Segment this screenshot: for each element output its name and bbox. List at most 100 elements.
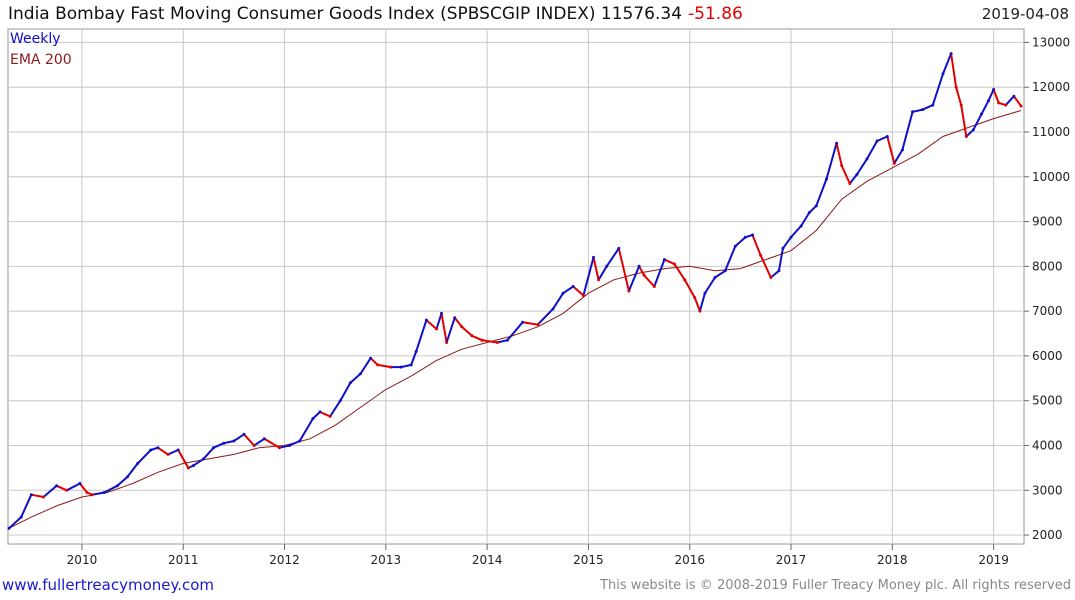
y-tick-label: 8000 bbox=[1032, 259, 1063, 273]
weekly-price-segment bbox=[177, 449, 190, 469]
weekly-price-segment bbox=[782, 236, 792, 249]
weekly-price-point bbox=[288, 444, 292, 447]
weekly-price-point bbox=[997, 101, 1001, 105]
weekly-price-segment bbox=[349, 373, 362, 384]
x-tick-label: 2019 bbox=[978, 553, 1009, 567]
weekly-price-point bbox=[892, 161, 896, 165]
weekly-price-point bbox=[848, 182, 852, 185]
weekly-price-point bbox=[617, 246, 621, 250]
weekly-price-segment bbox=[202, 447, 215, 460]
weekly-price-point bbox=[102, 491, 106, 494]
weekly-price-point bbox=[799, 224, 803, 228]
weekly-price-point bbox=[954, 85, 958, 89]
weekly-price-segment bbox=[663, 258, 675, 266]
weekly-price-segment bbox=[552, 292, 564, 310]
weekly-price-point bbox=[338, 399, 342, 403]
weekly-price-point bbox=[835, 141, 839, 145]
weekly-price-point bbox=[409, 363, 413, 367]
weekly-price-segment bbox=[800, 212, 811, 227]
weekly-price-segment bbox=[922, 104, 934, 111]
weekly-price-point bbox=[921, 108, 925, 112]
weekly-price-point bbox=[875, 139, 879, 143]
weekly-price-point bbox=[662, 258, 666, 262]
weekly-price-segment bbox=[790, 225, 802, 238]
weekly-price-point bbox=[751, 233, 754, 237]
weekly-price-segment bbox=[759, 254, 772, 278]
title-text: India Bombay Fast Moving Consumer Goods … bbox=[8, 4, 683, 24]
weekly-price-point bbox=[369, 356, 373, 360]
y-tick-label: 9000 bbox=[1032, 215, 1063, 229]
weekly-price-segment bbox=[582, 257, 595, 296]
weekly-price-segment bbox=[522, 321, 538, 326]
weekly-price-segment bbox=[461, 326, 473, 337]
weekly-price-segment bbox=[980, 100, 990, 115]
weekly-price-point bbox=[825, 177, 828, 181]
weekly-price-segment bbox=[289, 440, 301, 447]
y-tick-label: 6000 bbox=[1032, 349, 1063, 363]
chart-title: India Bombay Fast Moving Consumer Goods … bbox=[8, 4, 743, 24]
weekly-price-segment bbox=[192, 458, 205, 467]
weekly-price-point bbox=[1019, 104, 1023, 108]
weekly-price-segment bbox=[42, 485, 58, 498]
axis-layer: 2000 3000 4000 5000 6000 7000 8000 9000 10000 110… bbox=[67, 35, 1071, 567]
weekly-price-point bbox=[911, 110, 915, 114]
weekly-price-segment bbox=[377, 363, 392, 369]
footer-website-link[interactable]: www.fullertreacymoney.com bbox=[2, 576, 215, 594]
weekly-price-segment bbox=[253, 437, 265, 447]
weekly-price-point bbox=[987, 99, 990, 103]
weekly-price-segment bbox=[369, 357, 379, 366]
weekly-price-segment bbox=[638, 265, 645, 276]
weekly-price-segment bbox=[617, 248, 630, 292]
weekly-price-point bbox=[376, 363, 380, 367]
weekly-price-segment bbox=[942, 53, 953, 75]
weekly-price-point bbox=[683, 278, 687, 282]
weekly-price-point bbox=[414, 349, 418, 353]
weekly-price-point bbox=[777, 269, 781, 273]
weekly-price-point bbox=[652, 285, 656, 288]
weekly-price-segment bbox=[312, 411, 321, 420]
ema-200-line bbox=[8, 110, 1022, 529]
x-tick-label: 2017 bbox=[776, 553, 807, 567]
weekly-price-segment bbox=[960, 104, 968, 137]
weekly-price-segment bbox=[1013, 95, 1022, 107]
weekly-price-point bbox=[597, 278, 601, 282]
series-layer bbox=[7, 52, 1023, 530]
weekly-price-point bbox=[865, 157, 869, 161]
weekly-price-point bbox=[278, 446, 281, 450]
weekly-price-point bbox=[637, 264, 641, 268]
weekly-price-point bbox=[959, 103, 963, 107]
weekly-price-segment bbox=[445, 317, 456, 343]
weekly-price-point bbox=[186, 466, 190, 470]
weekly-price-segment bbox=[103, 484, 118, 494]
weekly-price-point bbox=[592, 255, 595, 259]
weekly-price-segment bbox=[704, 276, 716, 294]
weekly-price-segment bbox=[319, 410, 331, 418]
weekly-price-segment bbox=[724, 245, 737, 272]
weekly-price-segment bbox=[849, 173, 858, 185]
weekly-price-segment bbox=[876, 135, 888, 142]
weekly-price-point bbox=[536, 323, 540, 327]
weekly-price-point bbox=[7, 526, 11, 530]
weekly-price-point bbox=[424, 318, 428, 322]
weekly-price-point bbox=[900, 148, 904, 152]
weekly-price-point bbox=[1004, 103, 1008, 107]
y-tick-label: 5000 bbox=[1032, 394, 1063, 408]
weekly-price-segment bbox=[886, 136, 896, 164]
x-tick-label: 2012 bbox=[269, 553, 300, 567]
weekly-price-point bbox=[470, 334, 474, 338]
weekly-price-segment bbox=[213, 442, 225, 449]
weekly-price-segment bbox=[698, 292, 706, 312]
weekly-price-segment bbox=[955, 86, 963, 106]
x-tick-label: 2013 bbox=[371, 553, 402, 567]
weekly-price-segment bbox=[605, 247, 620, 267]
weekly-price-segment bbox=[673, 263, 686, 281]
weekly-price-point bbox=[42, 495, 45, 499]
weekly-price-point bbox=[949, 52, 953, 56]
weekly-price-point bbox=[480, 338, 484, 342]
weekly-price-segment bbox=[506, 321, 524, 341]
y-tick-label: 4000 bbox=[1032, 438, 1063, 452]
weekly-price-segment bbox=[987, 89, 995, 102]
weekly-price-segment bbox=[965, 129, 975, 138]
weekly-price-point bbox=[789, 235, 793, 239]
weekly-price-point bbox=[166, 452, 170, 456]
